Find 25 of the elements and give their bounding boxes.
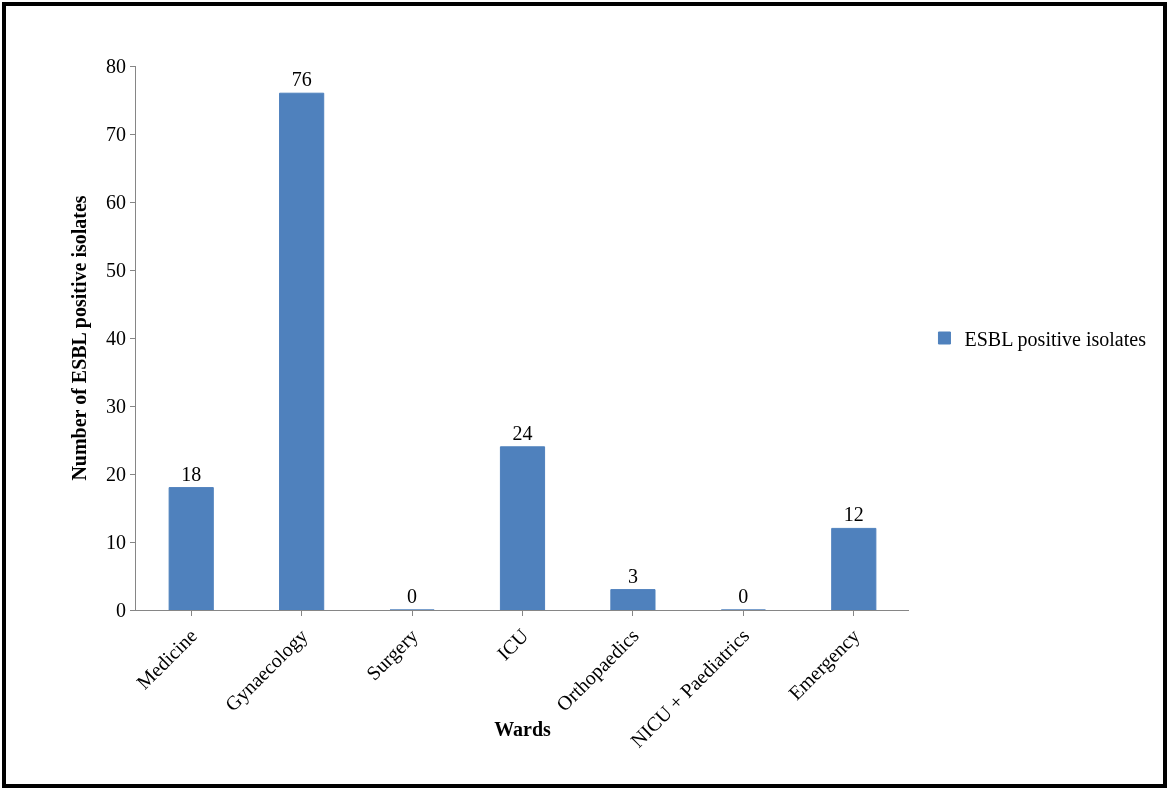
y-tick-label: 10 (106, 531, 126, 553)
data-label: 12 (843, 503, 864, 526)
y-tick-label: 60 (106, 191, 126, 213)
data-label: 0 (738, 585, 749, 607)
data-label: 3 (627, 564, 638, 587)
data-label: 18 (181, 462, 202, 485)
bar (831, 527, 877, 610)
data-label: 24 (512, 421, 533, 444)
y-tick-label: 40 (106, 327, 126, 349)
bar (279, 92, 325, 610)
y-tick-label: 20 (106, 463, 126, 485)
y-tick-label: 70 (106, 123, 126, 145)
y-tick-label: 80 (106, 55, 126, 77)
y-tick-label: 50 (106, 259, 126, 281)
x-tick-label: ICU (492, 623, 533, 665)
y-tick-label: 0 (116, 599, 126, 621)
y-tick-label: 30 (106, 395, 126, 417)
x-axis-title: Wards (494, 718, 552, 741)
bar (610, 589, 656, 610)
data-label: 0 (407, 585, 418, 607)
bar (168, 487, 214, 610)
y-axis-title: Number of ESBL positive isolates (68, 195, 91, 481)
bar (499, 446, 546, 610)
data-label: 76 (291, 68, 312, 91)
legend-label: ESBL positive isolates (964, 327, 1147, 351)
